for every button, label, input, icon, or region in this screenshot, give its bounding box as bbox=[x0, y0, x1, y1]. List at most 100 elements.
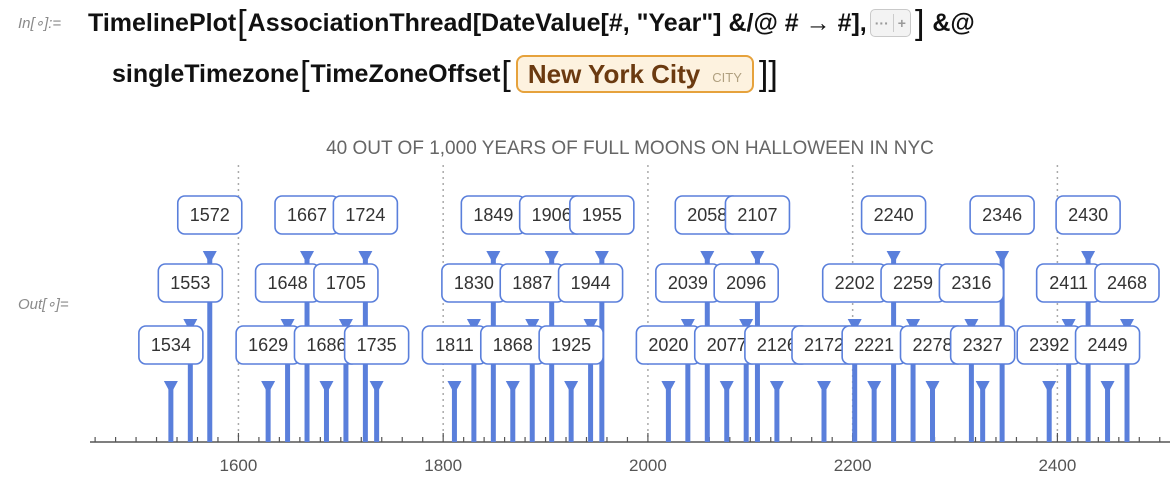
close-bracket: ]] bbox=[758, 55, 778, 93]
event-arrow bbox=[261, 381, 276, 394]
event-arrow bbox=[925, 381, 940, 394]
event-label: 1944 bbox=[571, 273, 611, 293]
expand-plus-icon: + bbox=[897, 15, 906, 31]
event-label-box bbox=[538, 325, 604, 365]
event-arrow bbox=[886, 251, 901, 264]
apply-operator: &@ bbox=[932, 8, 975, 37]
event-label: 1686 bbox=[306, 335, 346, 355]
close-bracket: ] bbox=[914, 4, 925, 42]
event-label: 1667 bbox=[287, 205, 327, 225]
event-label-box bbox=[969, 195, 1035, 235]
event-label: 2172 bbox=[804, 335, 844, 355]
grid-layer bbox=[237, 165, 1059, 442]
event-label-box bbox=[1074, 325, 1141, 365]
event-arrow bbox=[300, 251, 315, 264]
event-arrow bbox=[163, 381, 178, 394]
event-label: 2327 bbox=[963, 335, 1003, 355]
event-label: 2039 bbox=[668, 273, 708, 293]
event-label: 1887 bbox=[512, 273, 552, 293]
entity-type-badge: CITY bbox=[712, 69, 742, 85]
elided-separator bbox=[892, 14, 894, 32]
event-label: 1629 bbox=[248, 335, 288, 355]
event-arrow bbox=[1042, 381, 1057, 394]
event-label-box bbox=[713, 263, 779, 303]
event-label: 1868 bbox=[493, 335, 533, 355]
event-arrow bbox=[447, 381, 462, 394]
event-label: 1811 bbox=[435, 335, 474, 355]
event-arrow bbox=[867, 381, 882, 394]
event-label: 1705 bbox=[326, 273, 366, 293]
event-label: 1553 bbox=[170, 273, 210, 293]
event-arrow bbox=[319, 381, 334, 394]
event-label: 2449 bbox=[1088, 335, 1128, 355]
event-label: 2411 bbox=[1049, 273, 1088, 293]
event-label-box bbox=[938, 263, 1005, 303]
event-arrow bbox=[1081, 251, 1096, 264]
event-label: 2077 bbox=[707, 335, 747, 355]
event-arrow bbox=[816, 381, 831, 394]
event-arrow bbox=[505, 381, 520, 394]
event-label: 2020 bbox=[648, 335, 688, 355]
event-label: 2221 bbox=[854, 335, 894, 355]
code-line-1[interactable]: TimelinePlot[AssociationThread[DateValue… bbox=[88, 6, 975, 40]
event-arrow bbox=[564, 381, 579, 394]
event-arrow bbox=[769, 381, 784, 394]
event-arrow bbox=[486, 251, 501, 264]
event-label: 2468 bbox=[1107, 273, 1147, 293]
event-label: 1849 bbox=[473, 205, 513, 225]
event-label: 1724 bbox=[345, 205, 385, 225]
association-thread-expression: AssociationThread[DateValue[#, "Year"] &… bbox=[247, 8, 867, 37]
event-arrow bbox=[995, 251, 1010, 264]
chart-title: 40 OUT OF 1,000 YEARS OF FULL MOONS ON H… bbox=[326, 138, 934, 159]
city-entity-box[interactable]: New York City CITY bbox=[515, 55, 754, 93]
event-label-box bbox=[176, 195, 243, 235]
event-label-box bbox=[343, 325, 410, 365]
event-label: 1830 bbox=[454, 273, 494, 293]
event-label: 2430 bbox=[1068, 205, 1108, 225]
event-label-box bbox=[332, 195, 399, 235]
event-arrow bbox=[661, 381, 676, 394]
event-label: 1534 bbox=[151, 335, 191, 355]
event-arrow bbox=[202, 251, 217, 264]
event-label: 2392 bbox=[1029, 335, 1069, 355]
event-arrow bbox=[358, 251, 373, 264]
code-line-2[interactable]: singleTimezone[TimeZoneOffset[ New York … bbox=[112, 55, 779, 93]
event-arrow bbox=[594, 251, 609, 264]
x-tick-label: 1800 bbox=[424, 456, 462, 475]
event-label-box bbox=[557, 263, 624, 303]
event-label-box bbox=[138, 325, 204, 365]
event-label: 1955 bbox=[582, 205, 622, 225]
x-tick-label: 2400 bbox=[1038, 456, 1076, 475]
elided-options-button[interactable]: ··· + bbox=[869, 9, 911, 37]
axis-layer: 1600 1800 2000 2200 2400 bbox=[90, 433, 1170, 475]
event-label: 2058 bbox=[687, 205, 727, 225]
event-label-box bbox=[949, 325, 1016, 365]
event-label-box bbox=[1055, 195, 1121, 235]
x-tick-label: 2000 bbox=[629, 456, 667, 475]
open-bracket: [ bbox=[237, 4, 247, 42]
box-layer: 1572 1667 1724 1849 1906 1955 2058 2107 2240 2346… bbox=[138, 195, 1160, 365]
event-arrow bbox=[1100, 381, 1115, 394]
event-label: 1735 bbox=[357, 335, 397, 355]
event-label: 1648 bbox=[268, 273, 308, 293]
event-label-box bbox=[724, 195, 791, 235]
event-arrow bbox=[750, 251, 765, 264]
event-label-box bbox=[860, 195, 927, 235]
event-label: 2278 bbox=[912, 335, 952, 355]
event-label: 2346 bbox=[982, 205, 1022, 225]
event-arrow bbox=[544, 251, 559, 264]
event-arrow bbox=[369, 381, 384, 394]
event-label: 2316 bbox=[951, 273, 991, 293]
event-label: 2126 bbox=[757, 335, 797, 355]
event-label: 2096 bbox=[726, 273, 766, 293]
event-label-box bbox=[1094, 263, 1160, 303]
event-arrow bbox=[719, 381, 734, 394]
event-label: 2107 bbox=[737, 205, 777, 225]
event-label-box bbox=[569, 195, 635, 235]
event-label: 2240 bbox=[874, 205, 914, 225]
x-tick-label: 1600 bbox=[220, 456, 258, 475]
event-label-box bbox=[157, 263, 224, 303]
event-label: 1925 bbox=[551, 335, 591, 355]
x-tick-label: 2200 bbox=[834, 456, 872, 475]
